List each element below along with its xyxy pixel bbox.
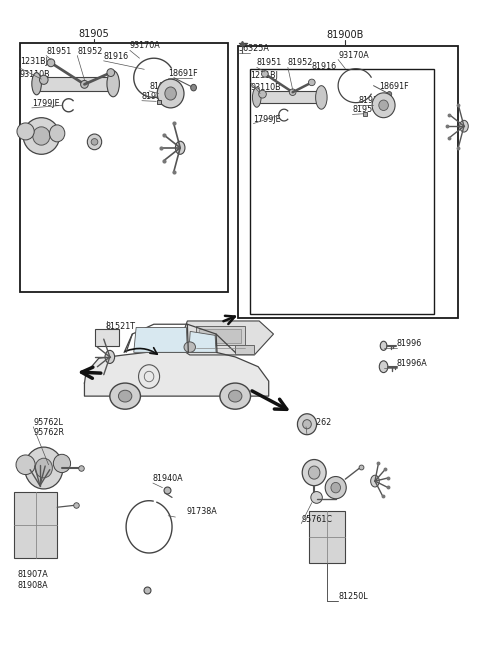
Ellipse shape [35,458,52,478]
Ellipse shape [228,390,242,402]
Ellipse shape [119,390,132,402]
Ellipse shape [107,69,115,77]
Ellipse shape [33,127,50,145]
Text: 81952: 81952 [288,58,313,67]
Text: 81916: 81916 [312,62,337,71]
Text: 93110B: 93110B [20,70,50,79]
Ellipse shape [298,414,317,435]
Bar [310,510,345,563]
Ellipse shape [91,139,98,145]
Text: 95762L: 95762L [33,418,63,427]
Text: 81958: 81958 [352,105,378,115]
Ellipse shape [316,86,327,109]
Ellipse shape [105,350,115,364]
Ellipse shape [387,92,392,97]
Ellipse shape [24,447,63,489]
Text: 81951: 81951 [46,47,72,56]
Ellipse shape [191,84,196,91]
Text: 81250L: 81250L [338,591,368,601]
Ellipse shape [325,477,346,498]
Text: 81905: 81905 [79,29,109,39]
Ellipse shape [107,71,120,97]
Ellipse shape [53,455,71,473]
Ellipse shape [309,466,320,479]
Bar [257,91,322,103]
Ellipse shape [380,341,387,350]
Ellipse shape [303,420,312,429]
Ellipse shape [331,482,340,493]
Ellipse shape [259,90,266,98]
Text: 81952: 81952 [77,47,103,56]
Ellipse shape [81,81,88,88]
Ellipse shape [47,59,55,67]
Text: 81907A: 81907A [17,570,48,579]
Ellipse shape [379,100,388,111]
Bar [14,492,57,557]
Text: 81940A: 81940A [153,474,183,483]
Ellipse shape [460,121,468,132]
Text: 93110B: 93110B [251,83,281,92]
Bar [196,326,245,345]
Ellipse shape [309,79,315,86]
Ellipse shape [39,75,48,84]
Ellipse shape [49,125,65,142]
Text: 1799JE: 1799JE [253,115,281,124]
Text: 1799JE: 1799JE [32,99,60,108]
Ellipse shape [157,79,184,108]
Text: 93170A: 93170A [130,41,161,50]
Bar [235,345,254,354]
Ellipse shape [252,88,261,107]
Bar [20,43,228,291]
Ellipse shape [184,342,195,352]
Text: 18691F: 18691F [379,82,408,91]
Ellipse shape [87,134,102,150]
Text: 1231BJ: 1231BJ [20,57,48,66]
Ellipse shape [311,491,323,503]
Polygon shape [134,328,187,352]
Bar [36,77,113,91]
Bar [250,69,434,314]
Text: 81928: 81928 [359,96,384,105]
Ellipse shape [302,460,326,485]
Text: 91738A: 91738A [186,507,217,515]
Ellipse shape [262,71,268,77]
Ellipse shape [175,141,185,155]
Text: 95762R: 95762R [33,428,64,438]
Ellipse shape [379,361,388,373]
Polygon shape [84,352,269,396]
Text: 81908A: 81908A [17,581,48,590]
Bar [199,329,241,343]
Ellipse shape [23,118,60,155]
Text: 81996A: 81996A [397,359,428,368]
Text: 18691F: 18691F [168,69,198,78]
Text: 93170A: 93170A [338,50,369,60]
Text: 81958: 81958 [142,92,167,101]
Text: 81521T: 81521T [105,322,135,331]
Text: 81900B: 81900B [326,30,364,40]
Text: 81951: 81951 [257,58,282,67]
Bar [96,329,120,346]
Text: 81262: 81262 [306,418,331,427]
Text: 81916: 81916 [104,52,129,61]
Text: 1231BJ: 1231BJ [251,71,278,81]
Ellipse shape [220,383,251,409]
Text: 81928: 81928 [149,82,174,91]
Text: 81996: 81996 [397,339,422,348]
Bar [238,47,458,318]
Text: 56325A: 56325A [239,44,269,53]
Ellipse shape [372,93,395,118]
Polygon shape [189,331,216,352]
Ellipse shape [371,476,379,487]
Ellipse shape [289,89,296,96]
Ellipse shape [16,455,35,475]
Ellipse shape [32,73,41,95]
Text: 95761C: 95761C [301,515,332,523]
Polygon shape [178,321,274,355]
Ellipse shape [17,123,34,140]
Ellipse shape [165,87,176,100]
Ellipse shape [110,383,141,409]
